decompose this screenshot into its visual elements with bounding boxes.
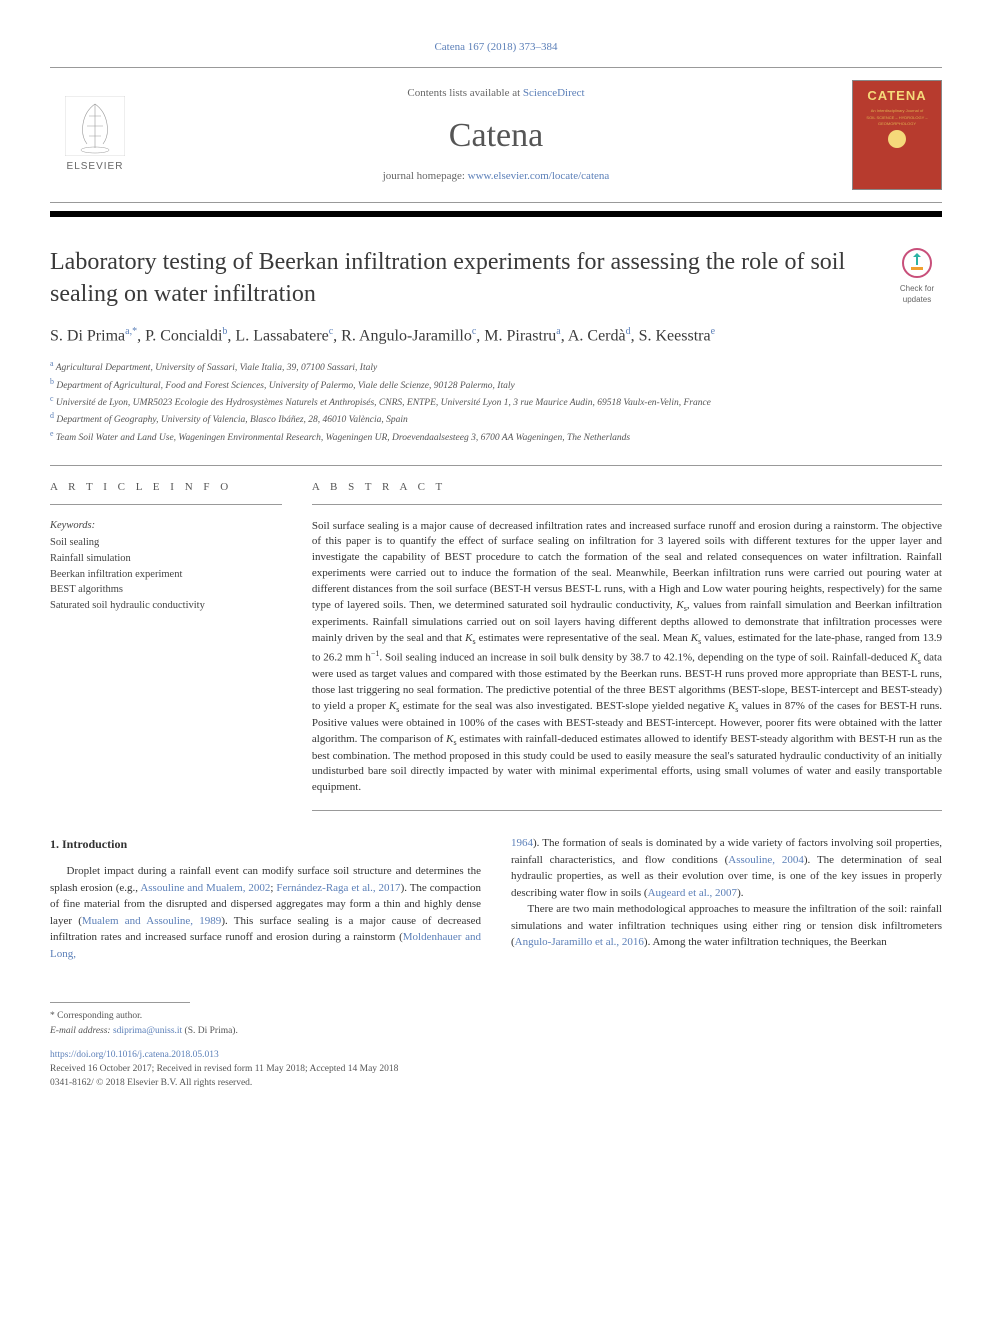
cover-globe-icon	[888, 130, 906, 148]
email-link[interactable]: sdiprima@uniss.it	[113, 1026, 182, 1036]
elsevier-tree-icon	[65, 96, 125, 156]
cover-sub2: SOIL SCIENCE – HYDROLOGY – GEOMORPHOLOGY	[857, 115, 937, 126]
keywords-list: Soil sealingRainfall simulationBeerkan i…	[50, 535, 282, 614]
cover-title: CATENA	[867, 87, 926, 105]
page-container: Catena 167 (2018) 373–384 ELSEVIER Conte…	[0, 0, 992, 1131]
header-black-bar	[50, 211, 942, 217]
citation-link[interactable]: Assouline and Mualem, 2002	[140, 882, 270, 894]
keyword-item: Saturated soil hydraulic conductivity	[50, 598, 282, 614]
journal-name: Catena	[140, 112, 852, 160]
citation-link[interactable]: 1964	[511, 837, 533, 849]
title-row: Laboratory testing of Beerkan infiltrati…	[50, 247, 942, 309]
updates-icon	[901, 247, 933, 279]
divider	[312, 810, 942, 811]
check-updates-badge[interactable]: Check for updates	[892, 247, 942, 305]
citation-link[interactable]: Fernández-Raga et al., 2017	[276, 882, 400, 894]
updates-text: Check for updates	[892, 283, 942, 305]
intro-paragraph-1-cont: 1964). The formation of seals is dominat…	[511, 835, 942, 901]
journal-ref-link[interactable]: Catena 167 (2018) 373–384	[434, 41, 557, 53]
article-info-label: A R T I C L E I N F O	[50, 480, 282, 495]
citation-link[interactable]: Augeard et al., 2007	[648, 887, 738, 899]
contents-line: Contents lists available at ScienceDirec…	[140, 86, 852, 101]
intro-paragraph-2: There are two main methodological approa…	[511, 901, 942, 951]
email-suffix: (S. Di Prima).	[182, 1026, 238, 1036]
divider	[50, 465, 942, 466]
journal-cover: CATENA An Interdisciplinary Journal of S…	[852, 80, 942, 190]
article-title: Laboratory testing of Beerkan infiltrati…	[50, 247, 872, 309]
homepage-prefix: journal homepage:	[383, 170, 468, 182]
copyright-line: 0341-8162/ © 2018 Elsevier B.V. All righ…	[50, 1076, 942, 1090]
affiliation-line: e Team Soil Water and Land Use, Wagening…	[50, 428, 942, 445]
contents-prefix: Contents lists available at	[407, 87, 522, 99]
citation-link[interactable]: Angulo-Jaramillo et al., 2016	[515, 936, 644, 948]
header-center: Contents lists available at ScienceDirec…	[140, 86, 852, 184]
footer-divider	[50, 1002, 190, 1003]
cover-sub1: An Interdisciplinary Journal of	[871, 108, 923, 114]
homepage-line: journal homepage: www.elsevier.com/locat…	[140, 169, 852, 184]
elsevier-label: ELSEVIER	[67, 160, 124, 174]
affiliations: a Agricultural Department, University of…	[50, 358, 942, 445]
divider	[312, 504, 942, 505]
intro-heading: 1. Introduction	[50, 835, 481, 853]
abstract-text: Soil surface sealing is a major cause of…	[312, 519, 942, 797]
elsevier-logo: ELSEVIER	[50, 90, 140, 180]
keyword-item: Beerkan infiltration experiment	[50, 567, 282, 583]
citation-link[interactable]: Mualem and Assouline, 1989	[82, 915, 221, 927]
body-col-right: 1964). The formation of seals is dominat…	[511, 835, 942, 962]
doi-link[interactable]: https://doi.org/10.1016/j.catena.2018.05…	[50, 1050, 219, 1060]
affiliation-line: c Université de Lyon, UMR5023 Ecologie d…	[50, 393, 942, 410]
intro-paragraph-1: Droplet impact during a rainfall event c…	[50, 863, 481, 962]
affiliation-line: a Agricultural Department, University of…	[50, 358, 942, 375]
citation-link[interactable]: Assouline, 2004	[728, 854, 804, 866]
journal-header: ELSEVIER Contents lists available at Sci…	[50, 67, 942, 203]
homepage-link[interactable]: www.elsevier.com/locate/catena	[468, 170, 610, 182]
abstract-col: A B S T R A C T Soil surface sealing is …	[312, 480, 942, 811]
keyword-item: Rainfall simulation	[50, 551, 282, 567]
keyword-item: BEST algorithms	[50, 582, 282, 598]
corr-marker: * Corresponding author.	[50, 1011, 142, 1021]
info-abstract-row: A R T I C L E I N F O Keywords: Soil sea…	[50, 480, 942, 811]
text: ). Among the water infiltration techniqu…	[644, 936, 887, 948]
corresponding-author: * Corresponding author. E-mail address: …	[50, 1009, 942, 1038]
body-col-left: 1. Introduction Droplet impact during a …	[50, 835, 481, 962]
doi-line: https://doi.org/10.1016/j.catena.2018.05…	[50, 1048, 942, 1062]
journal-reference: Catena 167 (2018) 373–384	[50, 40, 942, 55]
email-label: E-mail address:	[50, 1026, 113, 1036]
affiliation-line: d Department of Geography, University of…	[50, 410, 942, 427]
received-line: Received 16 October 2017; Received in re…	[50, 1062, 942, 1076]
authors: S. Di Primaa,*, P. Concialdib, L. Lassab…	[50, 324, 942, 348]
body-columns: 1. Introduction Droplet impact during a …	[50, 835, 942, 962]
sciencedirect-link[interactable]: ScienceDirect	[523, 87, 585, 99]
divider	[50, 504, 282, 505]
article-info-col: A R T I C L E I N F O Keywords: Soil sea…	[50, 480, 282, 811]
text: ).	[737, 887, 743, 899]
page-footer: * Corresponding author. E-mail address: …	[50, 1002, 942, 1090]
abstract-label: A B S T R A C T	[312, 480, 942, 495]
keyword-item: Soil sealing	[50, 535, 282, 551]
affiliation-line: b Department of Agricultural, Food and F…	[50, 376, 942, 393]
keywords-label: Keywords:	[50, 519, 282, 534]
